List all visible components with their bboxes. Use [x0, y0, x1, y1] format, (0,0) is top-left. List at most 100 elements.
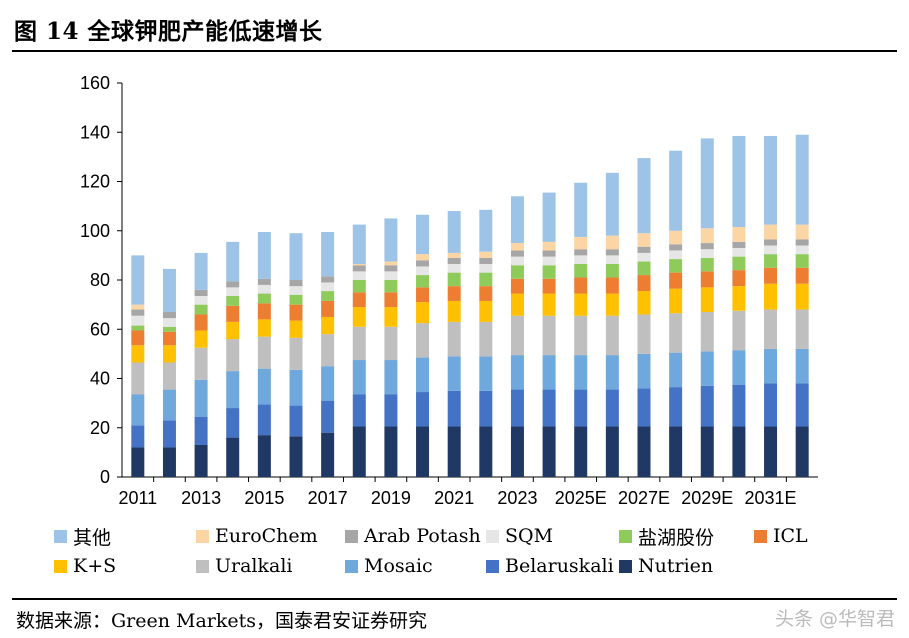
bar-segment---2023: [510, 196, 524, 244]
bar-segment-arab-potash-2013: [194, 289, 208, 297]
bar-segment-sqm-2032e: [795, 245, 809, 255]
bar-segment-icl-2030e: [732, 270, 746, 287]
bar-segment-k-s-2020: [416, 302, 430, 324]
bar-segment-k-s-2028e: [669, 288, 683, 314]
legend-swatch: [345, 529, 358, 543]
bar-segment-uralkali-2018: [352, 326, 366, 361]
x-tick-label: 2023: [497, 488, 537, 508]
bar-segment---2026e: [605, 263, 619, 278]
bar-segment-mosaic-2014: [226, 371, 240, 409]
bar-segment-eurochem-2024: [542, 241, 556, 251]
legend-item: EuroChem: [196, 522, 318, 550]
bar-segment---2030e: [732, 256, 746, 271]
bar-segment---2027e: [637, 158, 651, 234]
y-tick-label: 40: [90, 369, 110, 389]
legend-item: Uralkali: [196, 552, 293, 580]
bar-segment-icl-2018: [352, 292, 366, 308]
bar-segment---2025e: [574, 263, 588, 278]
bar-segment-uralkali-2032e: [795, 309, 809, 349]
bar-segment---2015: [257, 293, 271, 304]
bar-segment-icl-2014: [226, 305, 240, 322]
bar-segment-uralkali-2020: [416, 323, 430, 358]
bar-segment-icl-2029e: [700, 271, 714, 288]
bar-segment---2016: [289, 294, 303, 305]
bar-segment-uralkali-2030e: [732, 310, 746, 351]
bar-segment-belaruskali-2020: [416, 392, 430, 427]
legend-item: SQM: [486, 522, 553, 550]
y-tick-label: 100: [80, 221, 110, 241]
bar-segment-sqm-2023: [510, 256, 524, 266]
bar-segment---2030e: [732, 135, 746, 228]
bar-segment-uralkali-2015: [257, 336, 271, 369]
bar-segment-uralkali-2024: [542, 315, 556, 356]
bar-segment-k-s-2015: [257, 319, 271, 337]
bar-segment-belaruskali-2017: [321, 400, 335, 433]
bar-segment-mosaic-2019: [384, 360, 398, 395]
bar-segment-sqm-2018: [352, 271, 366, 280]
bar-segment---2013: [194, 252, 208, 290]
bar-segment-uralkali-2026e: [605, 315, 619, 356]
bar-segment-nutrien-2023: [510, 426, 524, 477]
bar-segment-sqm-2024: [542, 256, 556, 266]
bar-segment-mosaic-2030e: [732, 350, 746, 385]
source-divider: [12, 598, 897, 600]
bar-segment-k-s-2031e: [764, 283, 778, 310]
bar-segment-belaruskali-2019: [384, 394, 398, 427]
bar-segment-k-s-2014: [226, 321, 240, 340]
bar-segment-sqm-2027e: [637, 252, 651, 262]
bar-segment-k-s-2021: [447, 300, 461, 322]
bar-segment-eurochem-2020: [416, 254, 430, 261]
bar-segment-sqm-2029e: [700, 249, 714, 258]
bar-segment-mosaic-2012: [162, 389, 176, 421]
watermark: 头条 @华智君: [774, 608, 895, 630]
x-tick-label: 2019: [371, 488, 411, 508]
bar-segment-eurochem-2018: [352, 263, 366, 266]
bar-segment-nutrien-2013: [194, 444, 208, 477]
bar-segment-belaruskali-2012: [162, 420, 176, 448]
y-tick-label: 160: [80, 73, 110, 93]
bar-segment---2020: [416, 214, 430, 255]
y-tick-label: 0: [100, 467, 110, 487]
bar-segment-belaruskali-2013: [194, 416, 208, 445]
bar-segment-mosaic-2029e: [700, 351, 714, 386]
bar-segment-mosaic-2028e: [669, 352, 683, 388]
bar-segment-arab-potash-2018: [352, 265, 366, 272]
legend-item: Mosaic: [345, 552, 433, 580]
bar-segment-arab-potash-2021: [447, 257, 461, 264]
bar-segment---2023: [510, 265, 524, 279]
bar-segment-nutrien-2015: [257, 435, 271, 477]
bar-segment---2027e: [637, 261, 651, 276]
bar-segment-arab-potash-2019: [384, 265, 398, 272]
bar-segment-uralkali-2031e: [764, 309, 778, 349]
legend-item: Nutrien: [619, 552, 713, 580]
bar-segment-k-s-2013: [194, 330, 208, 348]
bar-segment-eurochem-2032e: [795, 224, 809, 240]
legend-swatch: [54, 559, 67, 573]
bar-segment-k-s-2024: [542, 293, 556, 316]
bar-segment---2021: [447, 272, 461, 287]
legend-swatch: [345, 559, 358, 573]
legend-label: Mosaic: [364, 555, 433, 577]
bar-segment-uralkali-2017: [321, 334, 335, 367]
bar-segment-icl-2015: [257, 303, 271, 320]
bar-segment-eurochem-2026e: [605, 235, 619, 250]
legend-label: ICL: [773, 525, 808, 547]
bar-segment-icl-2031e: [764, 267, 778, 284]
bar-segment-mosaic-2022: [479, 356, 493, 391]
bar-segment-nutrien-2030e: [732, 426, 746, 477]
bar-segment---2011: [131, 255, 145, 305]
bar-segment---2015: [257, 231, 271, 279]
bar-segment-mosaic-2026e: [605, 355, 619, 390]
bar-segment-uralkali-2028e: [669, 313, 683, 353]
bar-segment-nutrien-2024: [542, 426, 556, 477]
bar-segment-belaruskali-2028e: [669, 387, 683, 427]
bar-segment-arab-potash-2012: [162, 312, 176, 319]
bar-segment-uralkali-2023: [510, 315, 524, 356]
legend-item: Arab Potash: [345, 522, 481, 550]
bar-segment---2028e: [669, 259, 683, 273]
bar-segment-nutrien-2021: [447, 426, 461, 477]
bar-segment-arab-potash-2024: [542, 250, 556, 257]
bar-segment-uralkali-2022: [479, 321, 493, 357]
legend-swatch: [486, 529, 499, 543]
bar-segment-nutrien-2032e: [795, 426, 809, 477]
